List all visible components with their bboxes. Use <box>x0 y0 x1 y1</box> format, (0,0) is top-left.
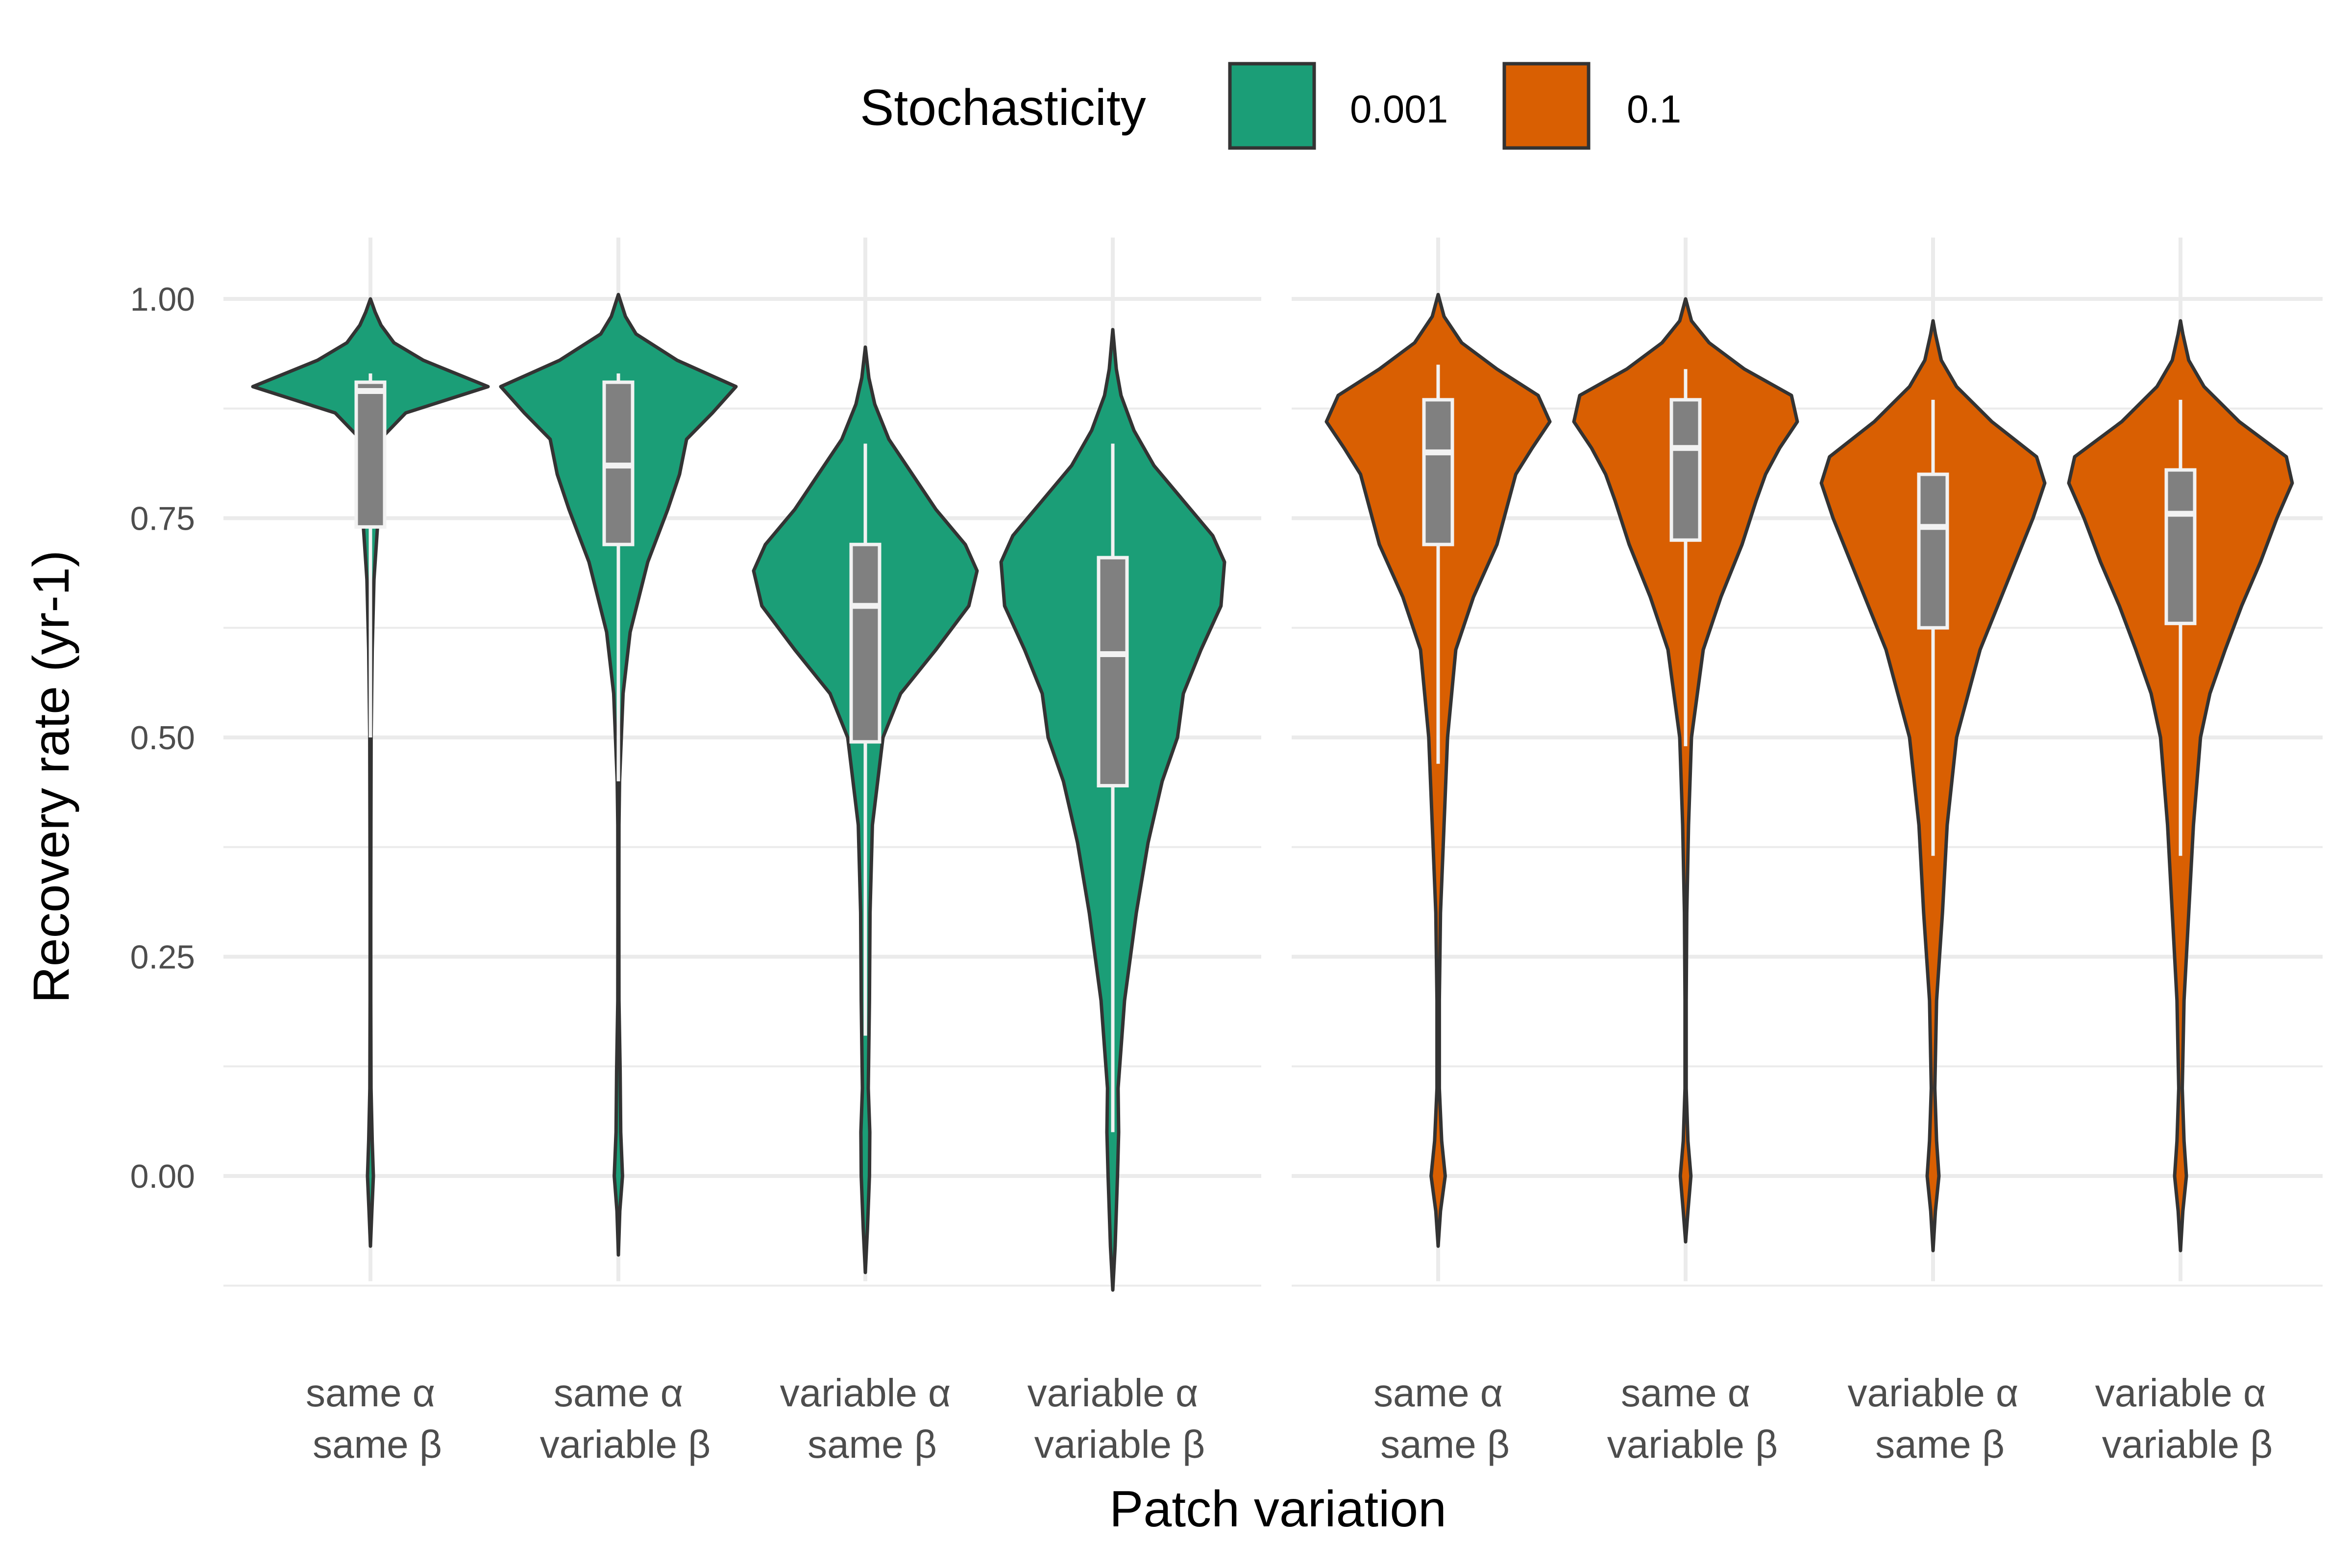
y-tick-label: 0.00 <box>130 1158 195 1195</box>
violin-shape <box>1572 297 1799 1244</box>
y-tick-label: 1.00 <box>130 281 195 318</box>
y-tick-label: 0.75 <box>130 500 195 538</box>
panel-stochasticity-01 <box>1292 237 2323 1287</box>
x-axis-title: Patch variation <box>1109 1481 1446 1538</box>
x-tick-label-line2: variable β <box>1034 1422 1205 1466</box>
x-tick-label-line2: same β <box>808 1422 937 1466</box>
violin-shape <box>1324 293 1552 1248</box>
x-tick-label-line1: variable α <box>780 1371 951 1415</box>
x-tick-label-line2: variable β <box>1607 1422 1778 1466</box>
x-tick-label-line2: same β <box>1875 1422 2005 1466</box>
box-iqr <box>1097 556 1129 787</box>
legend-swatch-01 <box>1502 62 1591 150</box>
x-tick-label-line1: variable α <box>1028 1371 1199 1415</box>
legend: Stochasticity 0.001 0.1 <box>860 62 1681 150</box>
legend-label-01: 0.1 <box>1627 87 1681 131</box>
box-iqr <box>354 380 387 529</box>
x-tick-label-line2: variable β <box>540 1422 710 1466</box>
box-iqr <box>1422 398 1454 546</box>
y-axis-title: Recovery rate (yr-1) <box>23 550 80 1004</box>
legend-title: Stochasticity <box>860 79 1146 136</box>
box-iqr <box>1669 398 1702 542</box>
legend-label-0001: 0.001 <box>1350 87 1448 131</box>
x-tick-label-line1: same α <box>306 1371 435 1415</box>
violin-shape <box>251 297 490 1248</box>
x-tick-label-line2: same β <box>1380 1422 1510 1466</box>
x-tick-label-line1: same α <box>1373 1371 1503 1415</box>
y-axis-ticks: 0.00 0.25 0.50 0.75 1.00 <box>130 281 195 1195</box>
box-iqr <box>849 542 882 744</box>
box-iqr <box>2164 468 2197 625</box>
x-tick-label-line1: variable α <box>2095 1371 2266 1415</box>
panel-stochasticity-0001 <box>223 237 1261 1292</box>
x-tick-label-line2: same β <box>313 1422 442 1466</box>
x-tick-label-line1: same α <box>554 1371 683 1415</box>
x-axis-category-labels: same α same β same α variable β variable α sa… <box>306 1371 2273 1466</box>
x-tick-label-line2: variable β <box>2102 1422 2273 1466</box>
x-tick-label-line1: variable α <box>1848 1371 2019 1415</box>
y-tick-label: 0.50 <box>130 719 195 757</box>
x-tick-label-line1: same α <box>1621 1371 1750 1415</box>
box-iqr <box>1917 472 1949 630</box>
legend-swatch-0001 <box>1228 62 1316 150</box>
y-tick-label: 0.25 <box>130 939 195 976</box>
